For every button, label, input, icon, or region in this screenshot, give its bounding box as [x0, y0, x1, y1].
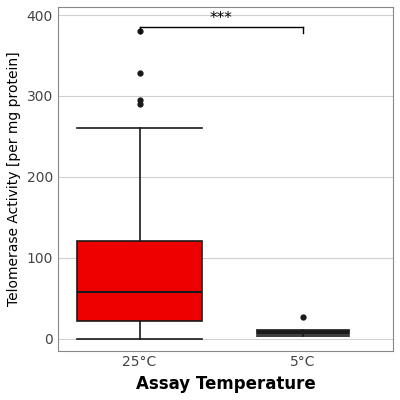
X-axis label: Assay Temperature: Assay Temperature — [136, 375, 315, 393]
Text: ***: *** — [210, 11, 233, 26]
Bar — [77, 242, 202, 321]
Bar — [257, 331, 349, 334]
Y-axis label: Telomerase Activity [per mg protein]: Telomerase Activity [per mg protein] — [7, 52, 21, 306]
